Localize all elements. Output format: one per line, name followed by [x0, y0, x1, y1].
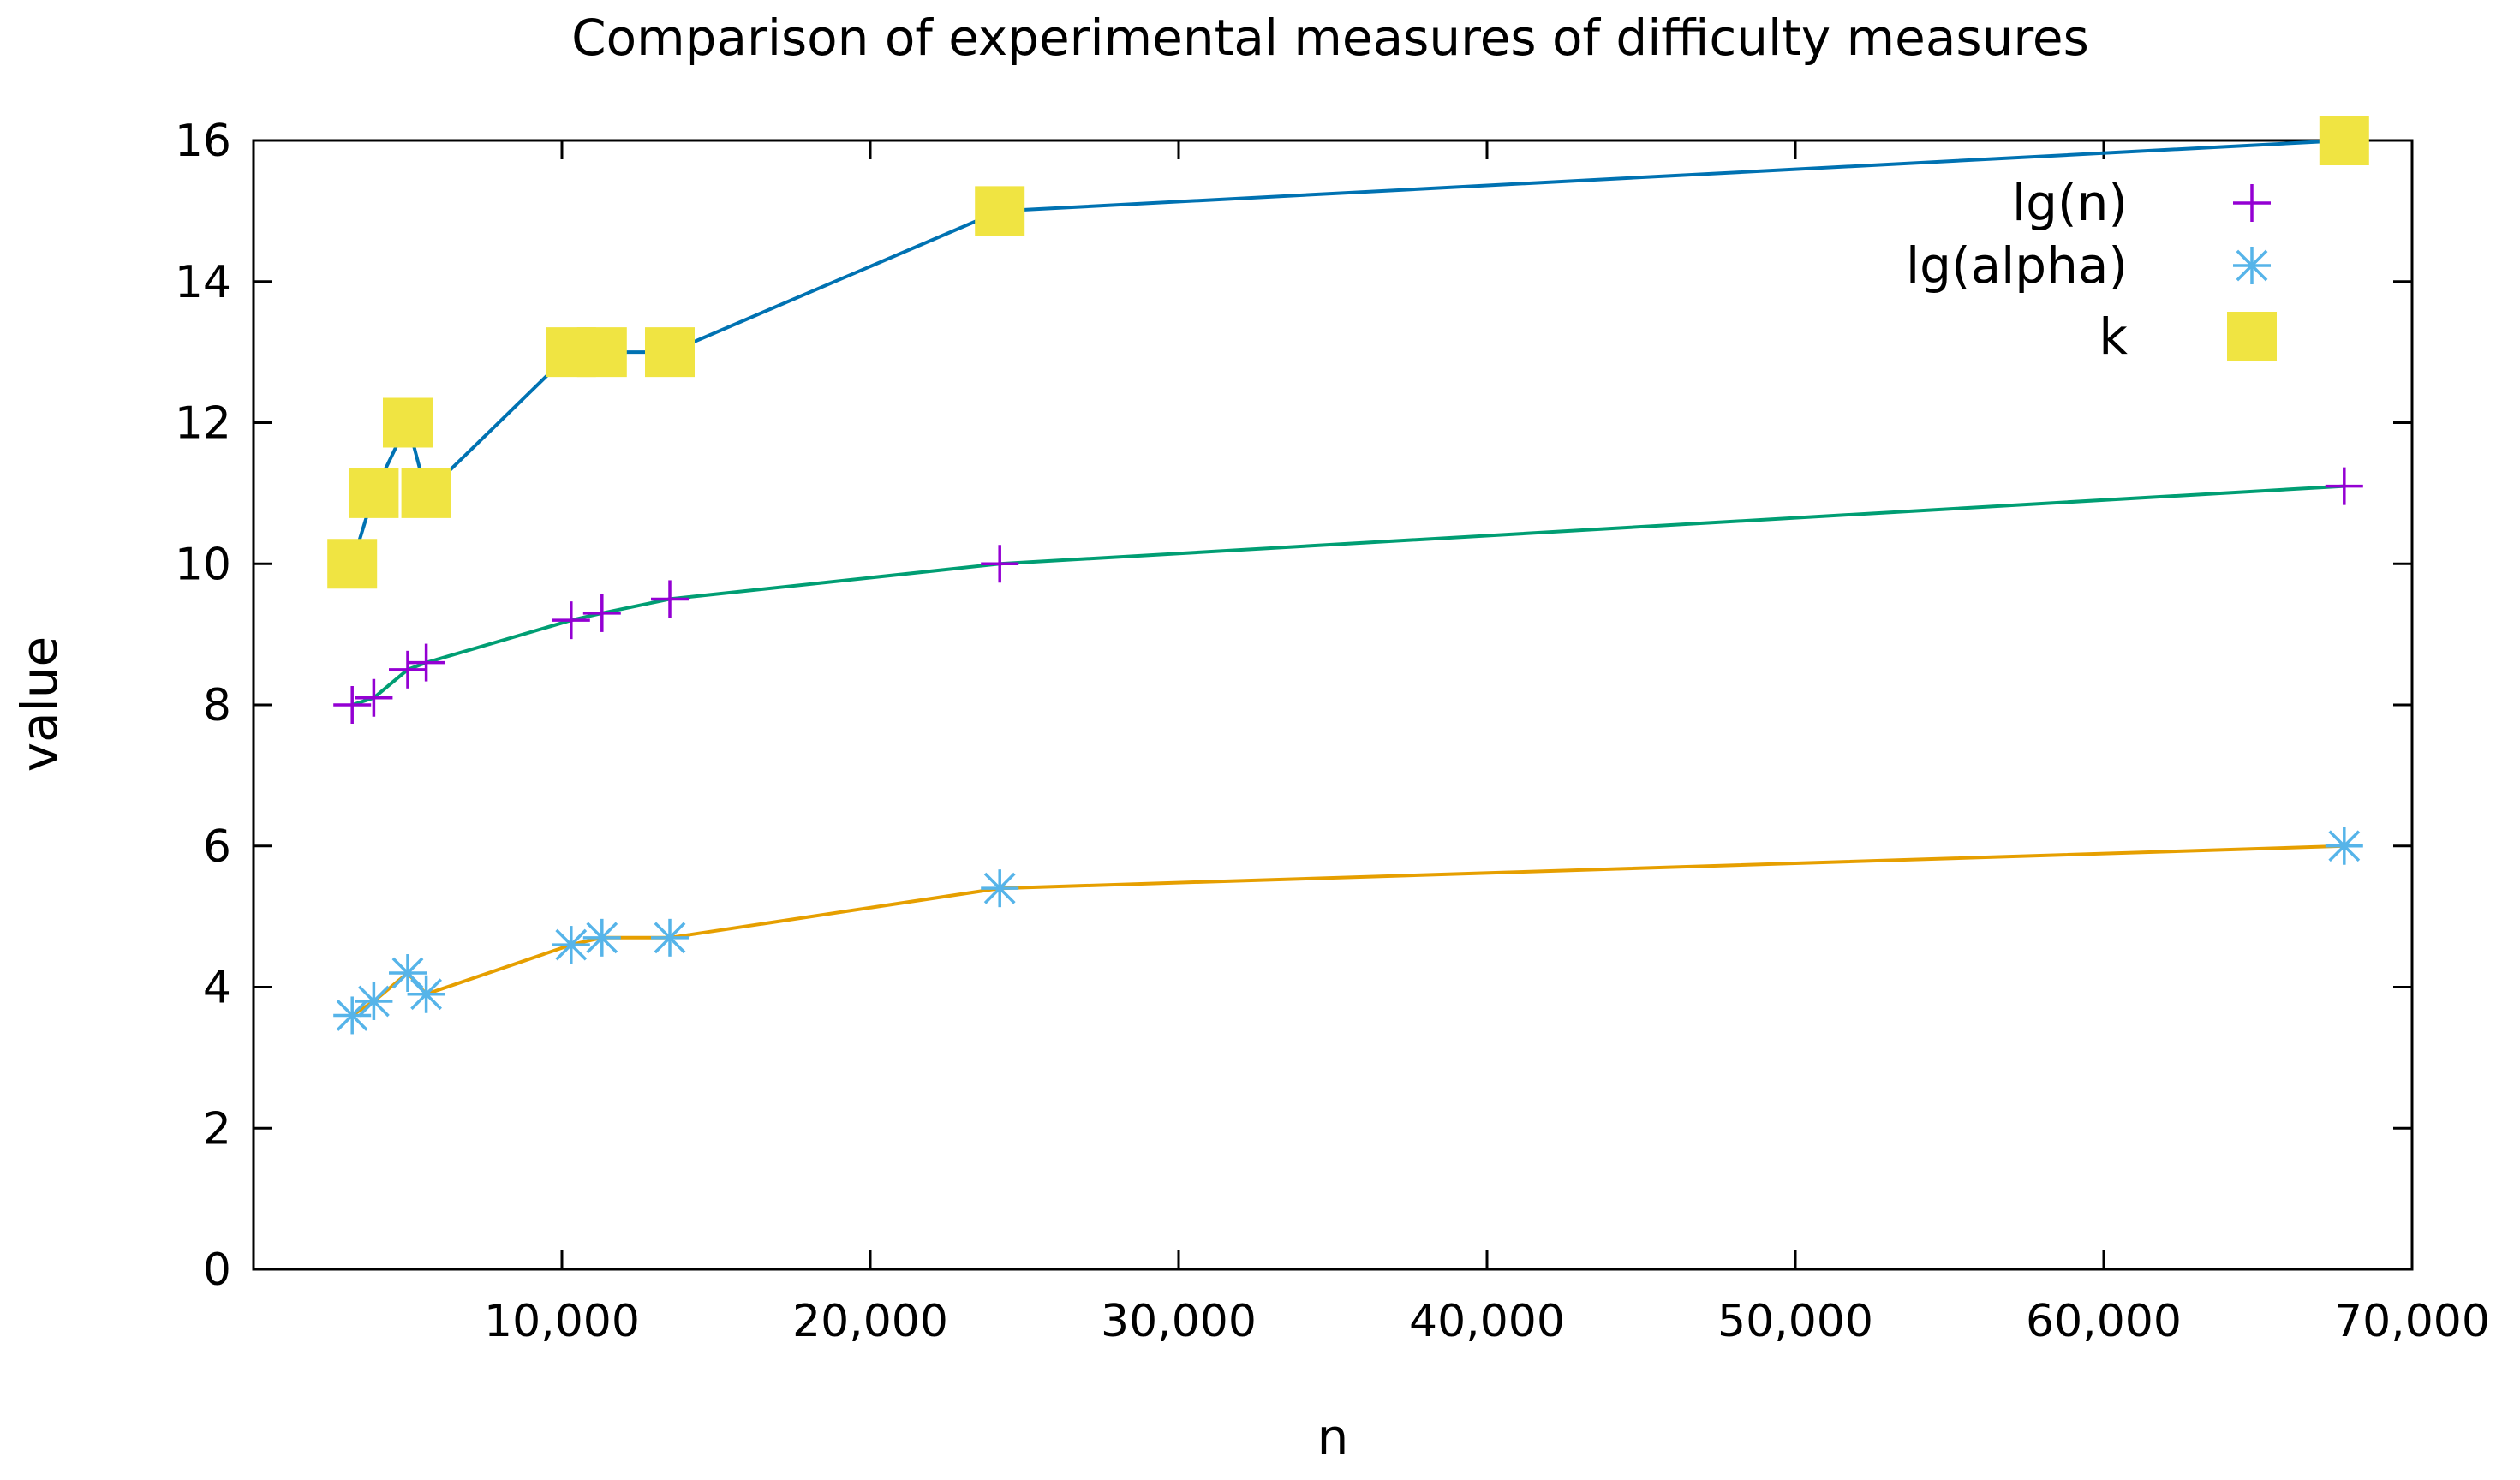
data-point-lg-alpha: [333, 996, 372, 1035]
data-point-k: [975, 186, 1025, 236]
y-tick-label: 6: [203, 821, 231, 873]
y-tick-label: 4: [203, 963, 231, 1014]
legend: lg(n)lg(alpha) k: [1906, 174, 2277, 366]
legend-label-k: k: [2099, 307, 2128, 366]
data-point-lg-n: [407, 643, 445, 682]
y-axis-label: value: [10, 636, 69, 772]
x-axis-label: n: [1317, 1408, 1349, 1466]
data-point-k: [645, 327, 695, 378]
data-point-lg-alpha: [582, 918, 621, 957]
data-point-lg-n: [333, 686, 372, 724]
asterisk-marker-stroke: [586, 922, 618, 954]
data-point-lg-n: [2325, 467, 2363, 505]
data-point-lg-alpha: [552, 926, 590, 964]
y-tick-label: 8: [203, 680, 231, 731]
chart-title: Comparison of experimental measures of d…: [571, 9, 2089, 67]
x-tick-label: 20,000: [792, 1296, 948, 1347]
x-tick-label: 70,000: [2334, 1296, 2490, 1347]
x-tick-label: 10,000: [484, 1296, 640, 1347]
asterisk-marker-stroke: [2328, 830, 2361, 862]
data-point-lg-alpha: [981, 869, 1019, 908]
y-tick-label: 0: [203, 1244, 231, 1296]
asterisk-marker-stroke: [391, 957, 424, 989]
y-tick-label: 12: [175, 398, 231, 450]
series-line-lg-n: [351, 484, 2344, 707]
series-line-lg-alpha: [351, 844, 2344, 1018]
data-point-k: [576, 327, 627, 378]
legend-label-lg-alpha: lg(alpha): [1906, 236, 2128, 295]
y-tick-label: 16: [175, 116, 231, 167]
data-point-lg-n: [582, 594, 621, 632]
legend-marker-lg-n: [2233, 184, 2271, 222]
plot-area-border: [252, 139, 2414, 1271]
data-point-lg-alpha: [2325, 827, 2363, 865]
data-point-lg-n: [981, 545, 1019, 583]
series-markers: [327, 116, 2369, 1035]
axis-ticks: 0 2 4 6 8 10 12 14 16 10,000 20,000 30,000 40,000 50,…: [175, 116, 2490, 1347]
legend-marker-k: [2227, 312, 2277, 361]
asterisk-marker-stroke: [555, 928, 588, 961]
asterisk-marker-stroke: [983, 872, 1016, 904]
asterisk-marker-stroke: [410, 978, 442, 1011]
asterisk-marker-stroke: [358, 985, 390, 1018]
data-point-lg-alpha: [389, 954, 427, 993]
y-tick-label: 10: [175, 539, 231, 590]
data-point-lg-n: [355, 678, 393, 717]
data-point-lg-n: [552, 601, 590, 640]
legend-label-lg-n: lg(n): [2012, 174, 2128, 232]
legend-marker-lg-alpha: [2233, 247, 2271, 284]
asterisk-marker-stroke: [2236, 249, 2268, 282]
data-point-k: [401, 468, 451, 518]
asterisk-marker-stroke: [336, 1000, 368, 1031]
data-point-lg-n: [389, 650, 427, 689]
x-tick-label: 50,000: [1717, 1296, 1873, 1347]
x-tick-label: 40,000: [1409, 1296, 1565, 1347]
y-tick-label: 14: [175, 257, 231, 308]
asterisk-marker-stroke: [654, 922, 686, 954]
data-point-k: [349, 468, 399, 518]
data-point-k: [383, 397, 433, 448]
data-point-lg-alpha: [407, 975, 445, 1013]
x-tick-label: 60,000: [2026, 1296, 2182, 1347]
data-point-k: [2319, 116, 2369, 165]
data-point-lg-n: [651, 580, 689, 618]
x-tick-label: 30,000: [1101, 1296, 1257, 1347]
data-point-k: [327, 539, 378, 589]
data-point-lg-alpha: [355, 982, 393, 1020]
data-point-lg-alpha: [651, 918, 689, 957]
y-tick-label: 2: [203, 1103, 231, 1155]
